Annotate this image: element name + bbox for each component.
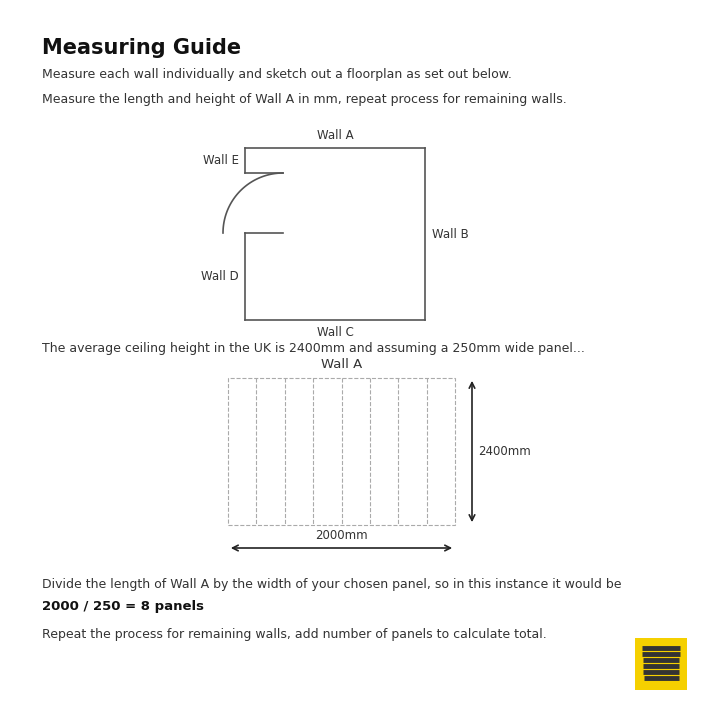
Text: Repeat the process for remaining walls, add number of panels to calculate total.: Repeat the process for remaining walls, … [42, 628, 546, 641]
Text: Measure the length and height of Wall A in mm, repeat process for remaining wall: Measure the length and height of Wall A … [42, 93, 567, 106]
Text: 2000mm: 2000mm [315, 529, 368, 542]
Bar [228, 378, 455, 525]
Text: Wall A: Wall A [317, 129, 354, 142]
Text: Wall B: Wall B [432, 228, 469, 240]
Text: 2400mm: 2400mm [478, 445, 531, 458]
Text: Wall D: Wall D [202, 270, 239, 283]
Text: The average ceiling height in the UK is 2400mm and assuming a 250mm wide panel..: The average ceiling height in the UK is … [42, 342, 585, 355]
Text: Divide the length of Wall A by the width of your chosen panel, so in this instan: Divide the length of Wall A by the width… [42, 578, 621, 591]
Text: Measuring Guide: Measuring Guide [42, 38, 241, 58]
Bar [635, 638, 687, 690]
Text: Wall A: Wall A [321, 358, 362, 371]
Text: Measure each wall individually and sketch out a floorplan as set out below.: Measure each wall individually and sketc… [42, 68, 512, 81]
Text: Wall C: Wall C [317, 326, 354, 339]
Text: Wall E: Wall E [203, 154, 239, 167]
Text: 2000 / 250 = 8 panels: 2000 / 250 = 8 panels [42, 600, 204, 613]
